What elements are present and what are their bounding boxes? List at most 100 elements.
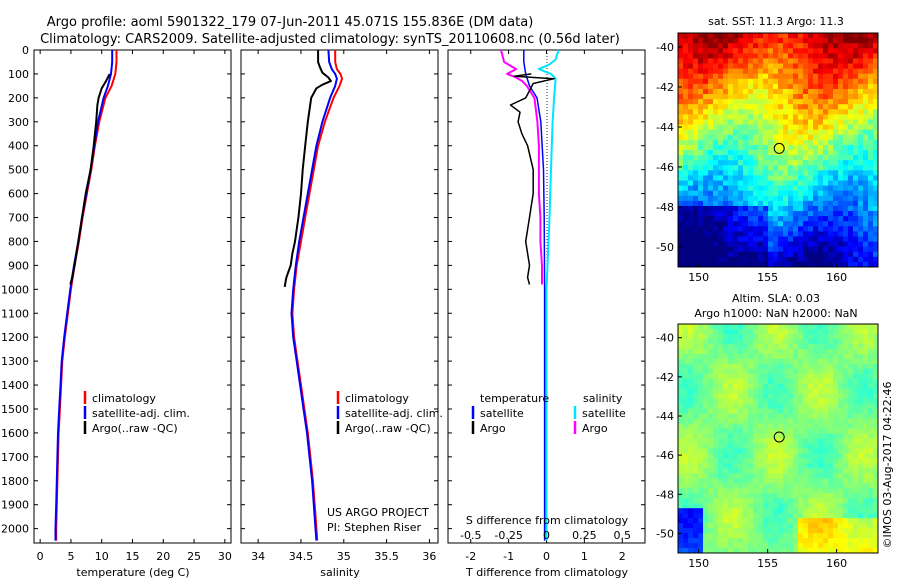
map-lat-label: -42: [656, 81, 674, 94]
heatmap-cell: [833, 413, 839, 419]
heatmap-cell: [723, 403, 729, 410]
heatmap-cell: [698, 88, 704, 95]
heatmap-cell: [708, 448, 714, 454]
heatmap-cell: [783, 33, 789, 39]
heatmap-cell: [693, 155, 699, 161]
heatmap-cell: [768, 155, 774, 161]
heatmap-cell: [713, 180, 719, 187]
heatmap-cell: [723, 498, 729, 504]
heatmap-cell: [788, 170, 794, 176]
heatmap-cell: [678, 353, 684, 360]
x-tick-label: 30: [218, 550, 232, 563]
heatmap-cell: [768, 388, 774, 395]
heatmap-cell: [688, 68, 694, 75]
heatmap-cell: [713, 109, 719, 115]
heatmap-cell: [698, 493, 704, 499]
heatmap-cell: [683, 175, 689, 181]
heatmap-cell: [683, 393, 689, 400]
heatmap-cell: [773, 523, 779, 529]
heatmap-cell: [838, 139, 844, 146]
heatmap-cell: [843, 246, 849, 253]
heatmap-cell: [728, 38, 734, 44]
heatmap-cell: [773, 241, 779, 248]
heatmap-cell: [783, 195, 789, 202]
heatmap-cell: [823, 418, 829, 424]
heatmap-cell: [678, 433, 684, 439]
heatmap-cell: [748, 438, 754, 444]
heatmap-cell: [743, 428, 749, 434]
heatmap-cell: [788, 190, 794, 197]
heatmap-cell: [873, 503, 879, 509]
heatmap-cell: [748, 211, 754, 217]
heatmap-cell: [713, 358, 719, 365]
depth-tick-label: 1200: [1, 331, 29, 344]
heatmap-cell: [703, 73, 709, 80]
heatmap-cell: [833, 408, 839, 415]
heatmap-cell: [813, 58, 819, 64]
heatmap-cell: [808, 114, 814, 120]
heatmap-cell: [768, 33, 774, 39]
heatmap-cell: [768, 78, 774, 85]
heatmap-cell: [768, 124, 774, 131]
heatmap-cell: [828, 155, 834, 161]
heatmap-cell: [723, 353, 729, 360]
heatmap-cell: [758, 443, 764, 449]
heatmap-cell: [803, 165, 809, 171]
heatmap-cell: [863, 139, 869, 146]
heatmap-cell: [803, 180, 809, 187]
heatmap-cell: [833, 155, 839, 161]
heatmap-cell: [778, 478, 784, 484]
heatmap-cell: [823, 383, 829, 390]
map-lon-label: 160: [826, 557, 847, 570]
heatmap-cell: [868, 33, 874, 39]
heatmap-cell: [743, 538, 749, 544]
heatmap-cell: [793, 438, 799, 444]
x-tick-label: 15: [126, 550, 140, 563]
heatmap-cell: [688, 43, 694, 49]
heatmap-cell: [678, 538, 684, 544]
heatmap-cell: [868, 438, 874, 444]
heatmap-cell: [688, 211, 694, 217]
heatmap-cell: [843, 393, 849, 400]
heatmap-cell: [793, 38, 799, 44]
heatmap-cell: [848, 403, 854, 410]
heatmap-cell: [858, 221, 864, 227]
heatmap-cell: [813, 438, 819, 444]
heatmap-cell: [778, 378, 784, 385]
heatmap-cell: [843, 104, 849, 110]
heatmap-cell: [818, 241, 824, 248]
heatmap-cell: [688, 543, 694, 549]
heatmap-cell: [753, 94, 759, 100]
heatmap-cell: [703, 99, 709, 105]
difference-legend: temperature satellite Argo salinity sate…: [471, 392, 626, 435]
heatmap-cell: [808, 53, 814, 59]
x-tick-label: 10: [95, 550, 109, 563]
heatmap-cell: [698, 185, 704, 192]
heatmap-cell: [723, 205, 729, 212]
heatmap-cell: [818, 483, 824, 489]
sst-map-panel: sat. SST: 11.3 Argo: 11.3 150 155 160-40-4…: [656, 15, 879, 284]
heatmap-cell: [708, 383, 714, 390]
heatmap-cell: [688, 423, 694, 429]
heatmap-cell: [773, 236, 779, 242]
heatmap-cell: [773, 155, 779, 161]
heatmap-cell: [783, 124, 789, 131]
heatmap-cell: [808, 43, 814, 49]
heatmap-cell: [748, 358, 754, 365]
heatmap-cell: [873, 448, 879, 454]
heatmap-cell: [803, 175, 809, 181]
heatmap-cell: [848, 180, 854, 187]
heatmap-cell: [748, 48, 754, 54]
heatmap-cell: [848, 251, 854, 258]
heatmap-cell: [698, 211, 704, 217]
heatmap-cell: [818, 48, 824, 54]
heatmap-cell: [763, 73, 769, 80]
heatmap-cell: [768, 513, 774, 519]
heatmap-cell: [743, 463, 749, 469]
heatmap-cell: [688, 324, 694, 330]
heatmap-cell: [858, 236, 864, 242]
heatmap-cell: [858, 68, 864, 75]
heatmap-cell: [718, 119, 724, 125]
heatmap-cell: [838, 63, 844, 70]
heatmap-cell: [703, 185, 709, 192]
